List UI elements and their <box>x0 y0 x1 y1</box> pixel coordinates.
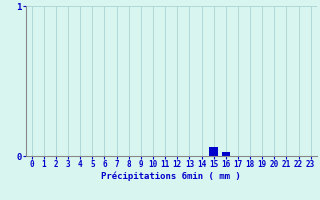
Bar <box>209 147 218 156</box>
Bar <box>221 152 230 156</box>
X-axis label: Précipitations 6min ( mm ): Précipitations 6min ( mm ) <box>101 172 241 181</box>
